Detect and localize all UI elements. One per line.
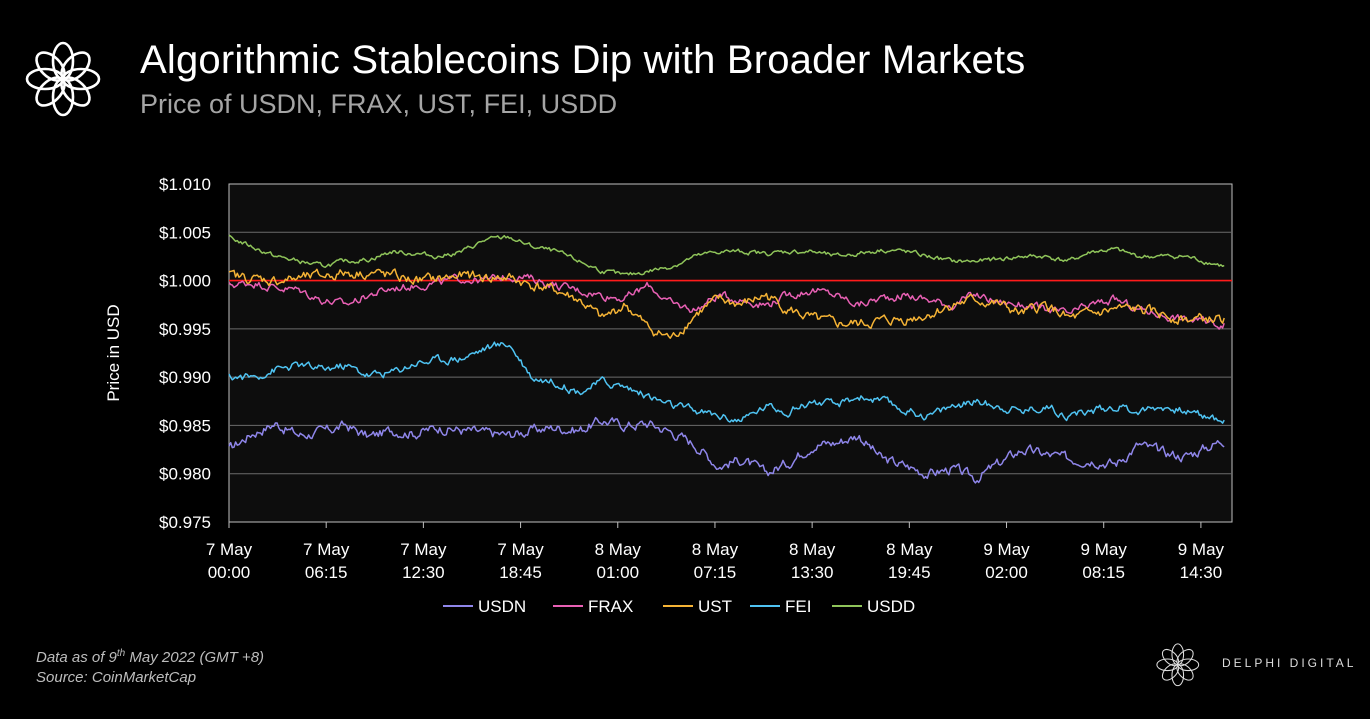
data-note: Data as of 9th May 2022 (GMT +8) <box>36 648 265 666</box>
brand-logo-icon <box>1156 643 1200 687</box>
x-tick-label: 08:15 <box>1082 563 1125 582</box>
delphi-logo-icon <box>25 41 101 117</box>
legend-label: USDD <box>867 597 915 616</box>
y-tick-label: $1.010 <box>159 175 211 194</box>
chart-subtitle: Price of USDN, FRAX, UST, FEI, USDD <box>140 89 618 119</box>
series-line-usdd <box>228 234 1225 276</box>
x-tick-label: 7 May <box>400 540 447 559</box>
x-tick-label: 7 May <box>206 540 253 559</box>
x-tick-label: 13:30 <box>791 563 834 582</box>
y-tick-label: $1.005 <box>159 223 211 242</box>
y-tick-label: $0.990 <box>159 368 211 387</box>
legend-label: FEI <box>785 597 811 616</box>
y-tick-label: $1.000 <box>159 272 211 291</box>
source-note: Source: CoinMarketCap <box>36 669 197 686</box>
x-tick-label: 8 May <box>789 540 836 559</box>
y-tick-label: $0.985 <box>159 416 211 435</box>
x-tick-label: 8 May <box>886 540 933 559</box>
x-tick-label: 06:15 <box>305 563 348 582</box>
x-tick-label: 7 May <box>303 540 350 559</box>
x-tick-label: 8 May <box>595 540 642 559</box>
x-tick-label: 02:00 <box>985 563 1028 582</box>
y-tick-label: $0.995 <box>159 320 211 339</box>
x-tick-label: 12:30 <box>402 563 445 582</box>
y-tick-label: $0.975 <box>159 513 211 532</box>
series-line-usdn <box>228 416 1225 484</box>
brand-name: DELPHI DIGITAL <box>1222 656 1357 670</box>
legend-label: UST <box>698 597 732 616</box>
series-line-ust <box>228 268 1225 339</box>
x-tick-label: 8 May <box>692 540 739 559</box>
x-tick-label: 00:00 <box>208 563 251 582</box>
plot-area <box>228 183 1233 523</box>
legend-label: FRAX <box>588 597 633 616</box>
x-tick-label: 9 May <box>1081 540 1128 559</box>
x-tick-label: 01:00 <box>596 563 639 582</box>
legend-label: USDN <box>478 597 526 616</box>
x-tick-label: 07:15 <box>694 563 737 582</box>
x-tick-label: 9 May <box>1178 540 1225 559</box>
y-tick-label: $0.980 <box>159 465 211 484</box>
x-tick-label: 18:45 <box>499 563 542 582</box>
chart-title: Algorithmic Stablecoins Dip with Broader… <box>140 38 1026 82</box>
series-line-frax <box>228 273 1225 330</box>
x-tick-label: 9 May <box>983 540 1030 559</box>
footnote: Data as of 9th May 2022 (GMT +8) Source:… <box>36 644 264 688</box>
x-tick-label: 19:45 <box>888 563 931 582</box>
y-axis-label: Price in USD <box>104 304 123 401</box>
series-line-fei <box>228 341 1225 424</box>
x-tick-label: 14:30 <box>1180 563 1223 582</box>
x-tick-label: 7 May <box>497 540 544 559</box>
